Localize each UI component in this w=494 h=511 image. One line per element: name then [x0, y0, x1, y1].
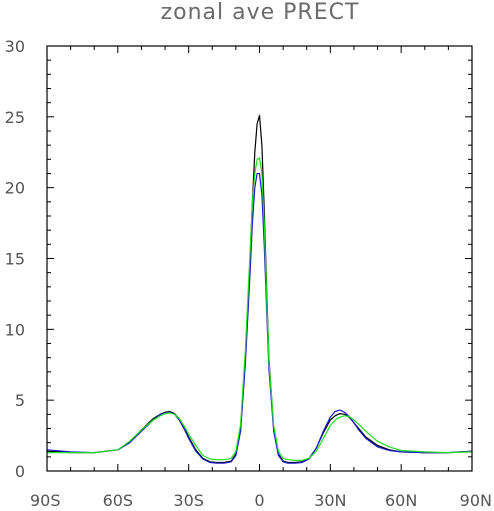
y-tick-label: 0: [15, 462, 25, 481]
x-tick-label: 30N: [314, 491, 346, 510]
y-tick-label: 25: [5, 108, 25, 127]
x-tick-label: 30S: [173, 491, 204, 510]
y-tick-label: 15: [5, 250, 25, 269]
y-tick-label: 20: [5, 179, 25, 198]
x-tick-label: 0: [254, 491, 264, 510]
x-tick-label: 60S: [103, 491, 134, 510]
chart-title: zonal ave PRECT: [161, 0, 360, 25]
x-tick-labels: 90S 60S 30S 0 30N 60N 90N: [30, 491, 492, 510]
series-line-2: [46, 172, 473, 464]
y-tick-label: 30: [5, 37, 25, 56]
plot-frame: [46, 45, 473, 472]
series-lines: [46, 114, 473, 464]
y-tick-label: 5: [15, 391, 25, 410]
x-tick-label: 90N: [460, 491, 492, 510]
series-line-1: [46, 114, 473, 464]
axis-ticks: [46, 45, 473, 472]
x-tick-label: 90S: [30, 491, 61, 510]
series-line-3: [47, 157, 473, 461]
x-tick-label: 60N: [385, 491, 417, 510]
y-tick-label: 10: [5, 320, 25, 339]
y-tick-labels: 0 5 10 15 20 25 30: [5, 37, 25, 481]
